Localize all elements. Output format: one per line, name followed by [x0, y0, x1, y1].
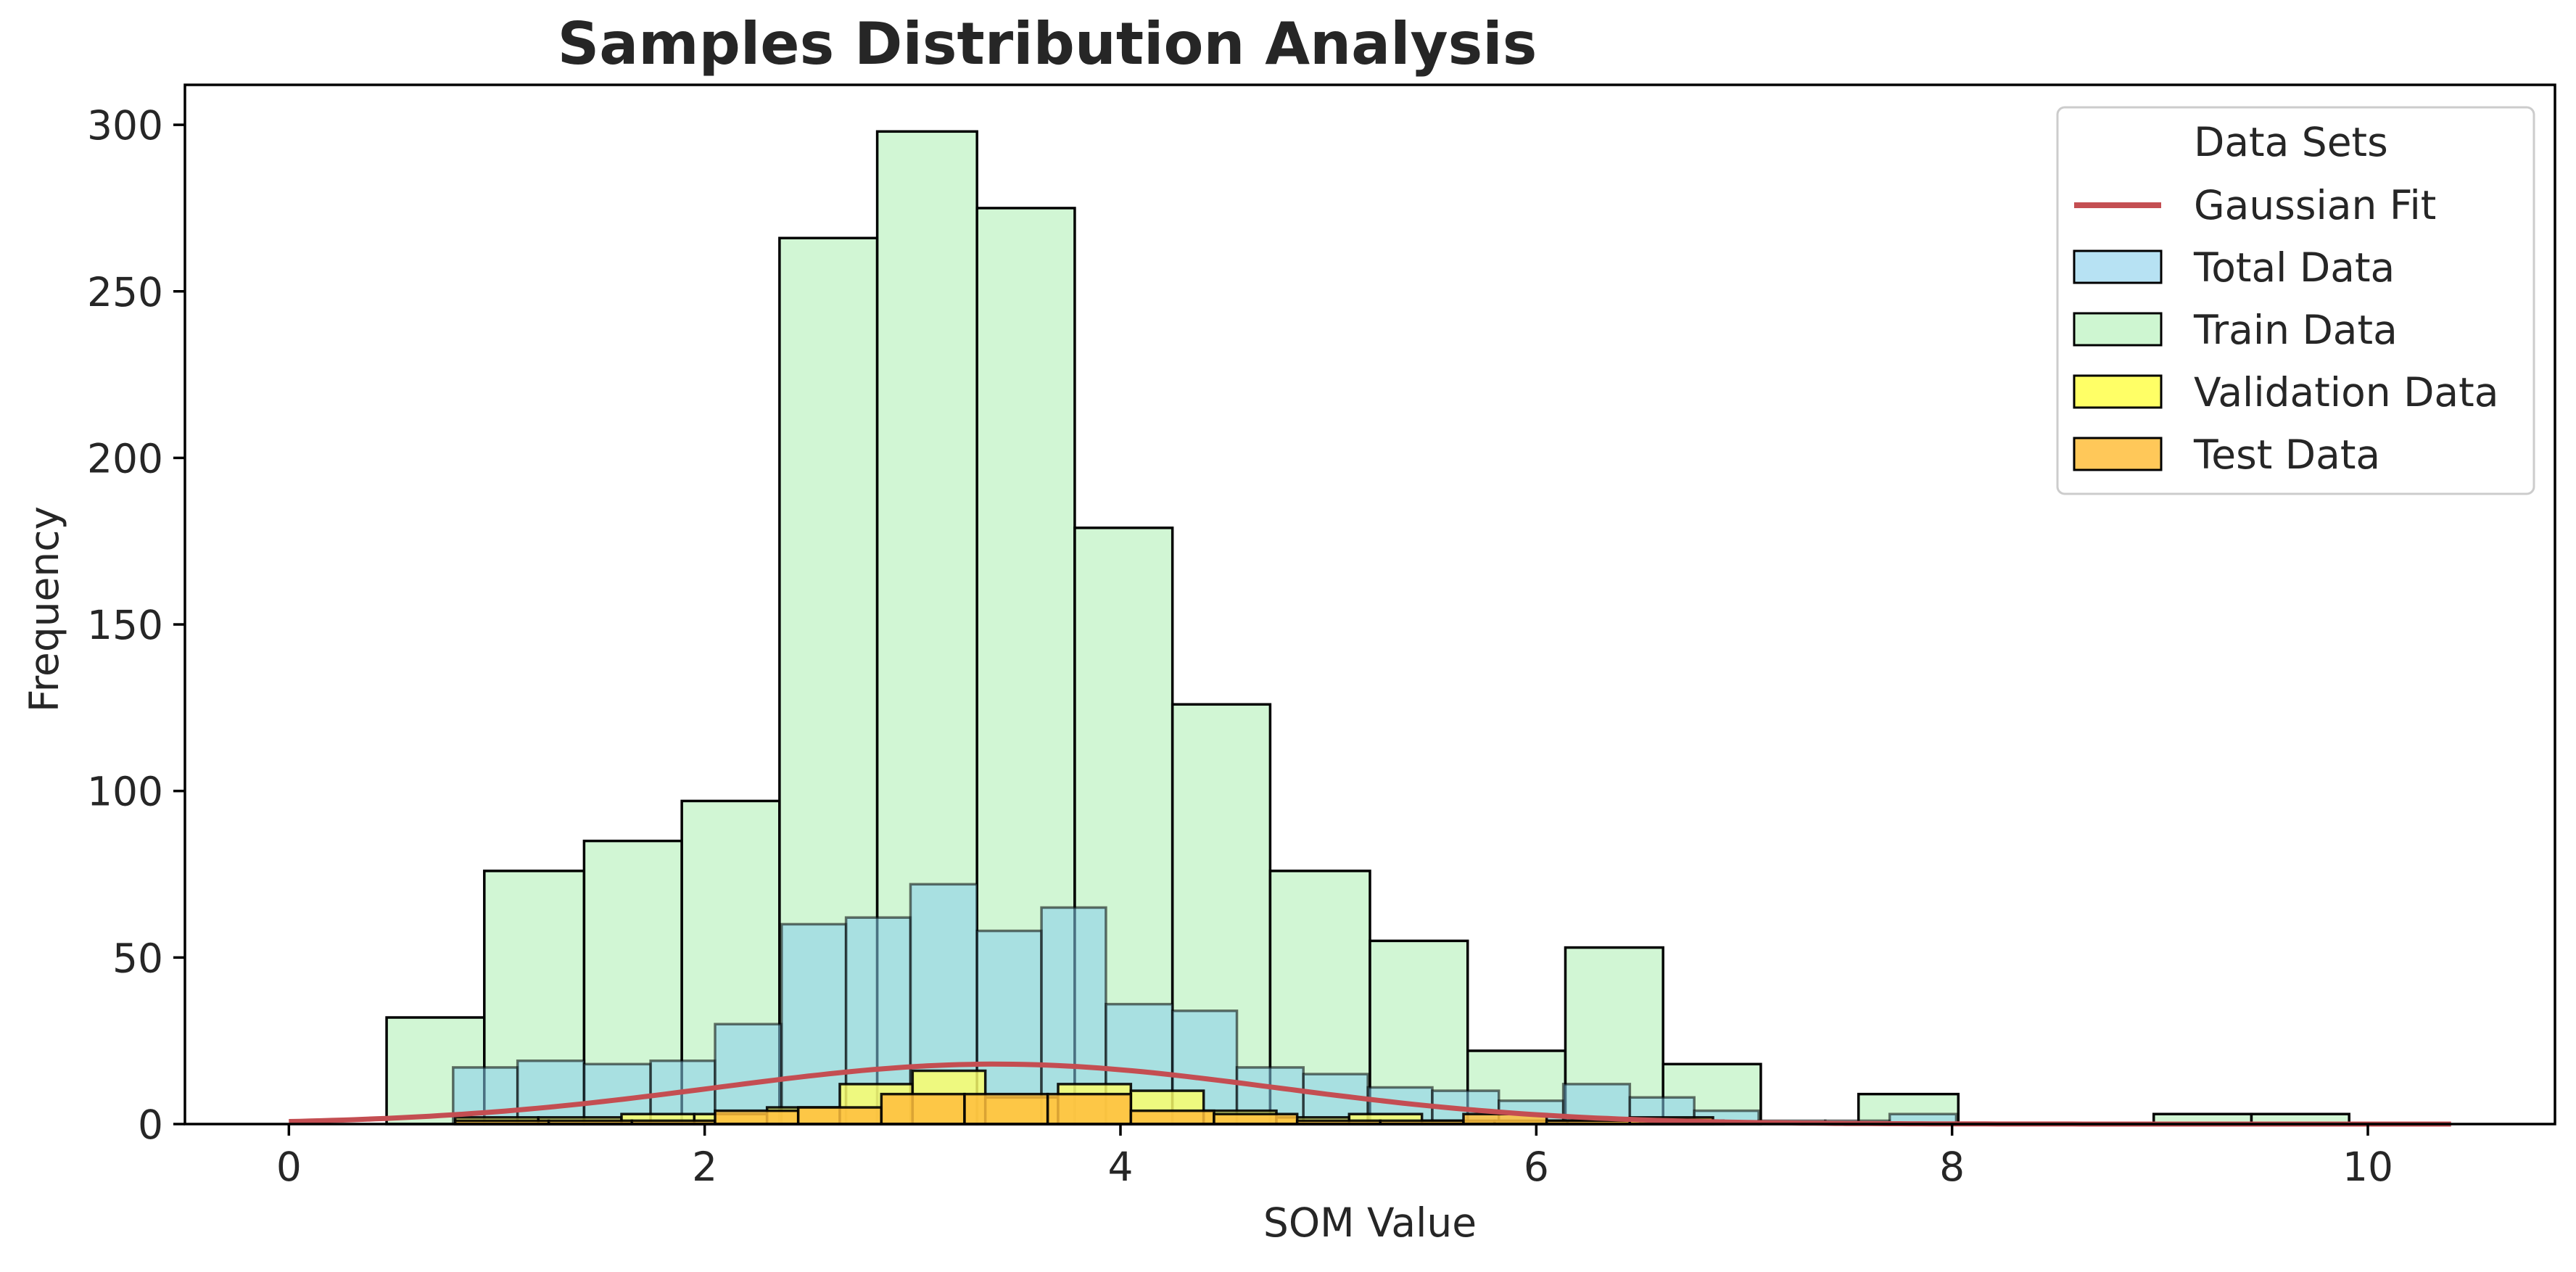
x-tick-label: 8	[1939, 1144, 1965, 1190]
legend-label-gaussian-fit: Gaussian Fit	[2194, 182, 2436, 228]
bar-test-data	[1129, 1109, 1215, 1126]
legend-swatch-total-data	[2073, 249, 2163, 284]
x-tick-label: 4	[1108, 1144, 1134, 1190]
bars-layer	[385, 130, 2350, 1126]
y-tick-label: 300	[87, 102, 163, 149]
plot-frame	[183, 83, 2556, 1126]
legend-label-test-data: Test Data	[2193, 431, 2380, 478]
legend-swatch-test-data	[2073, 437, 2163, 471]
bar-total-data	[516, 1059, 586, 1126]
bar-total-data	[975, 929, 1043, 1126]
y-tick-label: 0	[138, 1102, 163, 1148]
bar-test-data	[714, 1109, 800, 1126]
legend-swatch-train-data	[2073, 312, 2163, 347]
chart-title: Samples Distribution Analysis	[558, 10, 1537, 78]
legend: Data Sets Gaussian Fit Total Data Train …	[2056, 106, 2535, 495]
x-tick-label: 0	[276, 1144, 302, 1190]
series-test-data	[453, 1092, 1714, 1126]
y-tick-label: 200	[87, 435, 163, 482]
bar-total-data	[780, 922, 848, 1126]
legend-label-total-data: Total Data	[2193, 244, 2395, 291]
y-tick-label: 150	[87, 602, 163, 648]
y-tick-label: 50	[112, 935, 163, 981]
x-tick-label: 2	[692, 1144, 717, 1190]
x-tick-label: 6	[1524, 1144, 1549, 1190]
bar-test-data	[1046, 1092, 1133, 1126]
x-axis-label: SOM Value	[1263, 1199, 1477, 1246]
legend-label-validation-data: Validation Data	[2194, 369, 2498, 416]
bar-test-data	[796, 1106, 883, 1126]
legend-swatch-validation-data	[2073, 374, 2163, 409]
bar-test-data	[963, 1092, 1049, 1126]
y-axis-label: Frequency	[21, 506, 67, 712]
y-tick-label: 100	[87, 769, 163, 815]
legend-title: Data Sets	[2194, 119, 2388, 165]
bar-test-data	[1213, 1112, 1299, 1126]
x-tick-label: 10	[2342, 1144, 2393, 1190]
y-tick-label: 250	[87, 269, 163, 315]
legend-label-train-data: Train Data	[2193, 307, 2398, 353]
legend-box	[2056, 106, 2535, 495]
bar-test-data	[880, 1092, 966, 1126]
